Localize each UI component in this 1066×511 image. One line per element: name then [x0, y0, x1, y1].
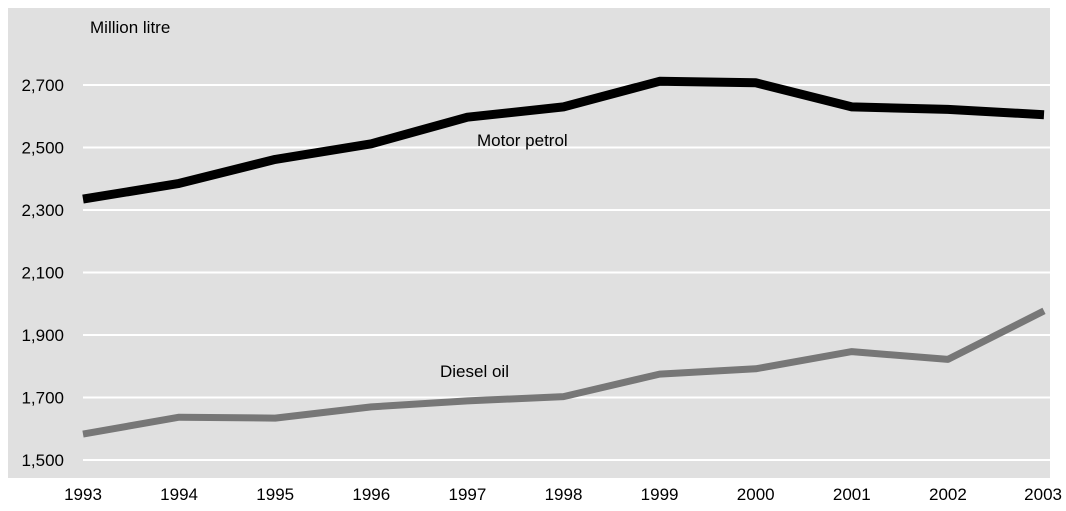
- series-line-diesel-oil: [82, 307, 1046, 438]
- y-tick-label: 2,700: [21, 76, 64, 95]
- x-axis-ticks: 1993 1994 1995 1996 1997 1998 1999 2000 2001 2002…: [64, 485, 1062, 504]
- plot-area: [8, 8, 1050, 478]
- y-tick-label: 2,300: [21, 201, 64, 220]
- x-tick-label: 2001: [833, 485, 871, 504]
- y-tick-label: 1,700: [21, 389, 64, 408]
- y-tick-label: 1,900: [21, 326, 64, 345]
- x-tick-label: 1999: [641, 485, 679, 504]
- y-axis-unit-label: Million litre: [90, 18, 170, 37]
- x-tick-label: 2002: [929, 485, 967, 504]
- x-tick-label: 1995: [256, 485, 294, 504]
- series-label-motor-petrol: Motor petrol: [477, 131, 568, 150]
- y-tick-label: 1,500: [21, 451, 64, 470]
- x-tick-label: 1993: [64, 485, 102, 504]
- x-tick-label: 1997: [448, 485, 486, 504]
- x-tick-label: 2003: [1024, 485, 1062, 504]
- series-label-diesel-oil: Diesel oil: [440, 362, 509, 381]
- x-tick-label: 1996: [352, 485, 390, 504]
- x-tick-label: 1994: [160, 485, 198, 504]
- x-tick-label: 1998: [545, 485, 583, 504]
- y-tick-label: 2,100: [21, 264, 64, 283]
- series-line-motor-petrol: [82, 76, 1045, 204]
- x-tick-label: 2000: [737, 485, 775, 504]
- series-lines: [82, 76, 1046, 438]
- y-tick-label: 2,500: [21, 139, 64, 158]
- y-axis-ticks: 1,500 1,700 1,900 2,100 2,300 2,500 2,700: [21, 76, 64, 470]
